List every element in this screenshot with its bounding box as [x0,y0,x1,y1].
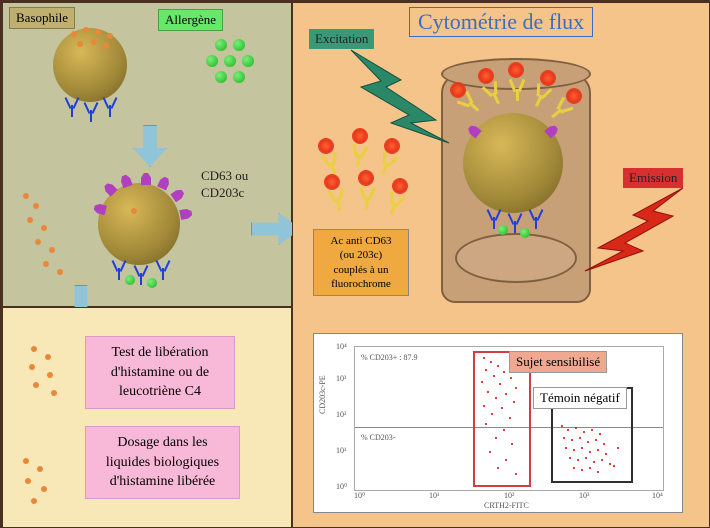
antibody-y-icon [509,79,525,99]
ige-receptor-icon [488,207,500,227]
granule-icon [35,239,41,245]
sujet-label: Sujet sensibilisé [509,351,607,373]
fluorochrome-icon [509,63,523,77]
quadrant-bottom-left: Test de libération d'histamine ou de leu… [2,307,292,528]
ac-l4: fluorochrome [331,278,391,290]
fluorochrome-icon [359,171,373,185]
granule-icon [25,478,31,484]
granule-icon [57,269,63,275]
granule-icon [23,193,29,199]
cd63-text-l1: CD63 ou [201,168,248,184]
y-axis-label: CD203c-PE [318,375,327,414]
excitation-bolt-icon [341,45,451,145]
granule-icon [33,382,39,388]
granule-icon [41,225,47,231]
ige-receptor-icon [66,95,78,115]
ige-receptor-icon [113,258,125,278]
ac-l1: Ac anti CD63 [330,235,391,247]
antibody-y-icon [384,191,406,215]
granule-icon [43,261,49,267]
ige-receptor-icon [104,95,116,115]
allergen-dot-icon [520,228,530,238]
fluorochrome-icon [541,71,555,85]
granule-icon [131,208,137,214]
quadrant-top-left: Basophile Allergène [2,2,292,307]
panel-right: Cytométrie de flux Excitation Emission [292,2,710,528]
granule-icon [41,486,47,492]
test-liberation-box: Test de libération d'histamine ou de leu… [85,336,235,409]
x-axis-label: CRTH2-FITC [484,501,529,510]
granule-icon [33,203,39,209]
scatter-plot: % CD203+ : 87.9 % CD203- [313,333,683,513]
ige-receptor-icon [85,100,97,120]
ac-anti-label: Ac anti CD63 (ou 203c) couplés à un fluo… [313,229,409,296]
granule-icon [45,354,51,360]
antibody-y-icon [321,151,342,174]
fluorochrome-icon [325,175,339,189]
granule-icon [37,466,43,472]
fluorochrome-icon [319,139,333,153]
granule-icon [103,43,109,49]
allergen-dot-icon [147,278,157,288]
cytometrie-title: Cytométrie de flux [409,7,593,37]
allergen-dot-icon [215,71,227,83]
arrow-down-icon [133,125,167,167]
ac-l3: couplés à un [334,264,389,276]
ac-l2: (ou 203c) [340,249,382,261]
granule-icon [77,41,83,47]
granule-icon [27,217,33,223]
ige-receptor-icon [509,211,521,231]
diagram-container: Basophile Allergène [0,0,710,528]
granule-icon [47,372,53,378]
cd203-pos-text: % CD203+ : 87.9 [361,353,418,362]
allergen-dot-icon [498,225,508,235]
ige-receptor-icon [530,207,542,227]
allergen-dot-icon [233,71,245,83]
fluorochrome-icon [479,69,493,83]
cd203-neg-text: % CD203- [361,433,395,442]
cd63-receptor-icon [179,208,193,220]
dosage-line2: liquides biologiques [106,455,219,470]
granule-icon [23,458,29,464]
allergen-dot-icon [206,55,218,67]
granule-icon [91,39,97,45]
fluorochrome-icon [451,83,465,97]
granule-icon [31,498,37,504]
cd63-receptor-icon [141,173,151,185]
granule-icon [95,29,101,35]
allergen-dot-icon [224,55,236,67]
dosage-line3: d'histamine libérée [110,474,216,489]
allergen-dot-icon [215,39,227,51]
antibody-y-icon [327,188,346,210]
granule-icon [83,27,89,33]
allergen-dot-icon [242,55,254,67]
emission-bolt-icon [583,183,693,273]
allergen-dot-icon [125,275,135,285]
allergene-label: Allergène [158,9,223,31]
granule-icon [71,31,77,37]
fluorochrome-icon [393,179,407,193]
basophile-label: Basophile [9,7,75,29]
test-lib-line3: leucotriène C4 [119,384,201,399]
granule-icon [49,247,55,253]
allergen-dot-icon [233,39,245,51]
granule-icon [31,346,37,352]
basophil-cell-top [53,28,127,102]
antibody-y-icon [349,144,368,166]
ige-receptor-icon [157,258,169,278]
granule-icon [107,33,113,39]
dosage-box: Dosage dans les liquides biologiques d'h… [85,426,240,499]
antibody-y-icon [358,186,376,207]
temoin-label: Témoin négatif [533,387,627,409]
granule-icon [29,364,35,370]
test-lib-line1: Test de libération [112,345,209,360]
antibody-y-icon [376,151,399,176]
granule-icon [51,390,57,396]
dosage-line1: Dosage dans les [117,435,207,450]
fluorochrome-icon [567,89,581,103]
cd63-text-l2: CD203c [201,185,244,201]
test-lib-line2: d'histamine ou de [111,365,209,380]
ige-receptor-icon [135,263,147,283]
tube-liquid-icon [455,233,577,283]
